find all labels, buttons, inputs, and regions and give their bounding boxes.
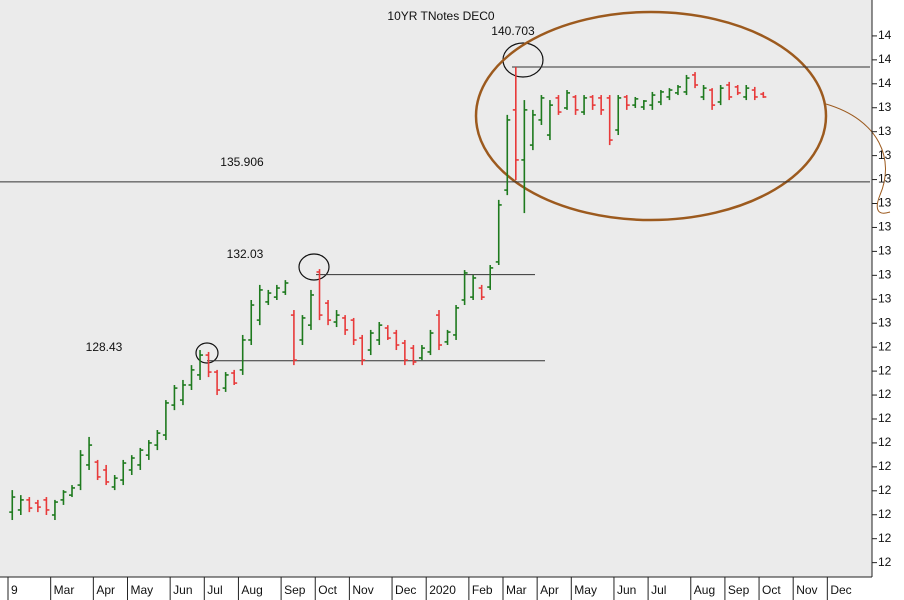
x-tick-label: Nov (352, 583, 373, 597)
level-label: 135.906 (220, 155, 264, 169)
x-tick-label: Jul (651, 583, 666, 597)
x-tick-label: Aug (241, 583, 262, 597)
x-tick-label: 9 (11, 583, 18, 597)
level-label: 128.43 (86, 340, 123, 354)
x-tick-label: Nov (796, 583, 817, 597)
y-tick-label: 14 (878, 52, 892, 66)
y-tick-label: 12 (878, 339, 892, 353)
chart-title: 10YR TNotes DEC0 (387, 9, 494, 23)
y-tick-label: 13 (878, 100, 892, 114)
x-tick-label: Oct (762, 583, 781, 597)
y-tick-label: 14 (878, 76, 892, 90)
y-tick-label: 13 (878, 196, 892, 210)
y-tick-label: 12 (878, 483, 892, 497)
level-label: 132.03 (227, 247, 264, 261)
x-tick-label: Oct (318, 583, 337, 597)
y-tick-label: 13 (878, 315, 892, 329)
y-tick-label: 12 (878, 459, 892, 473)
y-tick-label: 14 (878, 28, 892, 42)
x-tick-label: Apr (96, 583, 115, 597)
y-tick-label: 13 (878, 291, 892, 305)
x-tick-label: Jun (617, 583, 636, 597)
x-tick-label: Dec (395, 583, 416, 597)
y-tick-label: 13 (878, 220, 892, 234)
x-tick-label: Dec (830, 583, 851, 597)
x-tick-label: Apr (540, 583, 559, 597)
annotation-curve (825, 103, 891, 214)
y-tick-label: 12 (878, 435, 892, 449)
x-tick-label: Feb (472, 583, 493, 597)
consolidation-ellipse (474, 10, 828, 222)
plot-background (0, 0, 872, 577)
y-tick-label: 12 (878, 363, 892, 377)
y-tick-label: 13 (878, 124, 892, 138)
x-tick-label: Sep (284, 583, 306, 597)
x-tick-label: May (574, 583, 597, 597)
x-tick-label: Mar (54, 583, 75, 597)
y-tick-label: 13 (878, 148, 892, 162)
y-tick-label: 12 (878, 507, 892, 521)
x-tick-label: Jul (207, 583, 222, 597)
x-tick-label: May (130, 583, 153, 597)
high-circle (298, 253, 330, 281)
x-tick-label: Mar (506, 583, 527, 597)
x-tick-label: Sep (728, 583, 750, 597)
y-tick-label: 13 (878, 172, 892, 186)
y-tick-label: 12 (878, 387, 892, 401)
x-tick-label: 2020 (429, 583, 456, 597)
y-tick-label: 13 (878, 244, 892, 258)
level-label: 140.703 (491, 24, 535, 38)
x-tick-label: Jun (173, 583, 192, 597)
x-tick-label: Aug (694, 583, 715, 597)
y-tick-label: 12 (878, 555, 892, 569)
y-tick-label: 12 (878, 411, 892, 425)
y-tick-label: 13 (878, 268, 892, 282)
high-circle (195, 342, 219, 364)
y-tick-label: 12 (878, 531, 892, 545)
